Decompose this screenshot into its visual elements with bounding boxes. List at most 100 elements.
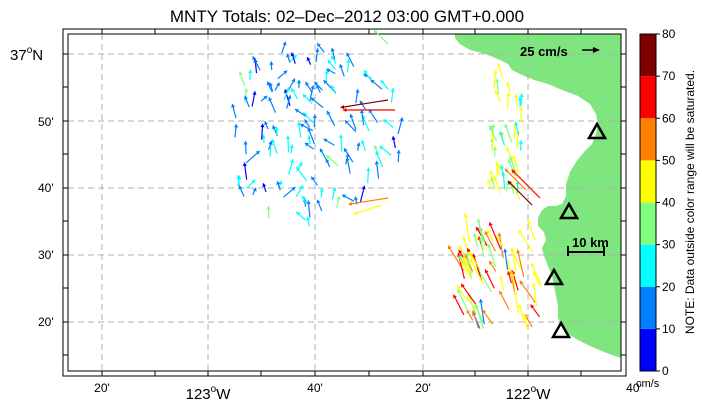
lat-label-50: 50': [38, 115, 54, 129]
current-vector: [489, 170, 495, 182]
current-vector: [499, 131, 506, 146]
current-vector: [514, 93, 519, 108]
current-vector: [489, 124, 495, 136]
current-vector: [507, 159, 516, 177]
current-vector: [281, 41, 287, 54]
current-vector: [316, 42, 325, 53]
current-vector: [355, 89, 360, 104]
current-vector: [512, 155, 519, 173]
current-vector: [496, 164, 501, 176]
current-vector: [360, 139, 366, 152]
lon-label-40-a: 40': [307, 381, 323, 395]
current-vector: [295, 211, 306, 221]
current-vector: [380, 79, 389, 90]
current-vector: [313, 81, 323, 91]
current-vector: [499, 275, 505, 291]
current-vector: [330, 55, 337, 64]
current-vector: [267, 140, 273, 151]
current-vector: [478, 298, 485, 325]
plot-outer-frame: [62, 28, 627, 377]
current-vector: [363, 69, 372, 81]
colorbar-tick-label: 0: [662, 364, 669, 378]
current-vector: [285, 135, 291, 153]
current-vector: [283, 87, 290, 101]
current-vector: [356, 142, 361, 151]
colorbar-ticks: 0 10 20 30 40 50 60 70 80: [656, 27, 676, 378]
current-vector: [507, 180, 533, 206]
current-vector: [522, 314, 529, 329]
colorbar-block: [640, 244, 656, 287]
colorbar-block: [640, 160, 656, 203]
current-vector: [331, 187, 337, 200]
current-vector: [307, 127, 315, 145]
colorbar: 0 10 20 30 40 50 60 70 80 cm/s NOTE: Data outsid…: [636, 27, 697, 390]
current-vector: [316, 84, 321, 93]
current-vector: [304, 142, 314, 150]
current-vector: [532, 271, 541, 287]
plot-frame: [67, 33, 622, 372]
current-vector: [518, 107, 524, 123]
colorbar-tick-label: 40: [662, 196, 676, 210]
current-vector: [373, 29, 389, 45]
current-vector: [346, 52, 355, 67]
colorbar-unit: cm/s: [636, 378, 660, 390]
current-vector: [510, 247, 517, 273]
colorbar-blocks: [640, 34, 656, 371]
current-vector: [505, 147, 514, 163]
current-vector: [310, 97, 324, 108]
current-vector: [457, 289, 470, 313]
current-vector: [288, 158, 295, 175]
current-vector: [497, 232, 504, 259]
current-vector: [366, 167, 371, 184]
current-vector: [493, 70, 498, 89]
radar-station-icon: [558, 201, 580, 220]
current-vector: [486, 229, 494, 241]
current-vector: [353, 204, 383, 216]
longitude-labels: 20' 123oW 40' 20' 122oW 40': [94, 381, 642, 403]
current-vector: [396, 149, 401, 163]
current-vector: [266, 81, 273, 93]
current-vector: [490, 177, 496, 189]
current-vector: [326, 154, 339, 167]
lat-label-30: 30': [38, 248, 54, 262]
current-vector: [316, 199, 323, 212]
frame-ticks: [63, 29, 626, 376]
current-vector: [330, 47, 336, 60]
lon-label-123w: 123oW: [186, 384, 232, 403]
current-vectors: [231, 29, 542, 329]
colorbar-tick-label: 20: [662, 280, 676, 294]
current-vector: [359, 109, 365, 126]
current-vector: [299, 123, 314, 132]
current-vector: [243, 95, 250, 108]
radar-station-icon: [586, 121, 608, 140]
current-vector: [271, 138, 278, 154]
scale-arrow-legend: 25 cm/s: [520, 44, 600, 59]
current-vector: [530, 262, 542, 285]
current-vector: [484, 269, 495, 289]
current-vector: [323, 138, 335, 146]
current-vector: [283, 186, 296, 198]
current-vector: [501, 172, 506, 190]
current-vector: [261, 134, 266, 144]
colorbar-block: [640, 286, 656, 329]
current-vector: [286, 53, 291, 63]
current-vector: [383, 118, 394, 129]
current-vector: [252, 187, 257, 196]
current-vector: [274, 126, 279, 136]
current-vector: [506, 92, 511, 110]
current-vector: [472, 253, 483, 282]
current-vector: [330, 84, 337, 95]
current-vector: [264, 120, 269, 130]
scale-arrow-label: 25 cm/s: [520, 44, 568, 59]
colorbar-tick-label: 70: [662, 69, 676, 83]
current-vector: [504, 168, 527, 191]
current-vector: [506, 271, 512, 284]
current-vector: [340, 99, 389, 110]
current-vector: [238, 185, 245, 197]
current-vector: [516, 249, 525, 278]
current-vector: [306, 216, 311, 227]
current-vector: [344, 119, 357, 133]
current-vector: [294, 108, 307, 117]
current-vector: [474, 303, 484, 322]
current-vector: [326, 110, 336, 126]
